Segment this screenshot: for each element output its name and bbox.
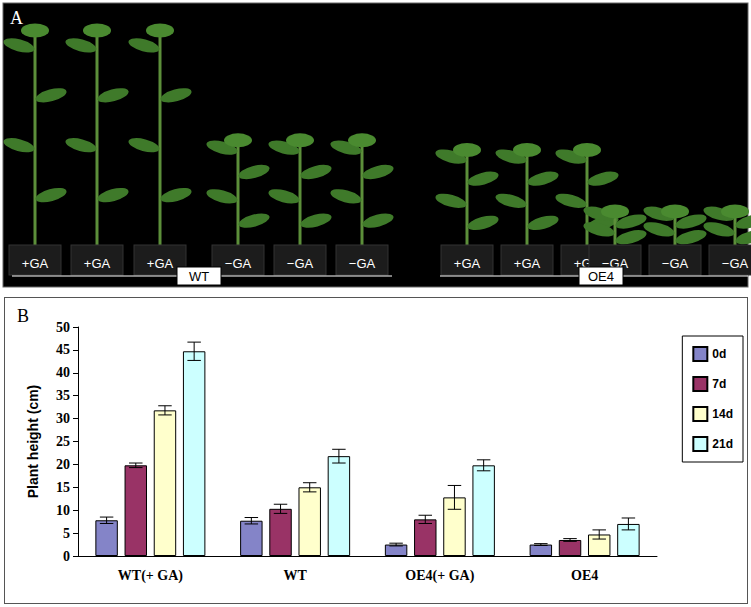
svg-text:35: 35 xyxy=(56,388,70,403)
svg-text:OE4: OE4 xyxy=(571,568,598,583)
svg-text:+GA: +GA xyxy=(84,256,111,271)
svg-text:WT(+ GA): WT(+ GA) xyxy=(118,568,183,584)
svg-text:25: 25 xyxy=(56,434,70,449)
svg-text:B: B xyxy=(17,306,29,326)
svg-text:20: 20 xyxy=(56,457,70,472)
svg-text:A: A xyxy=(10,8,23,28)
svg-text:OE4: OE4 xyxy=(588,269,614,284)
svg-text:45: 45 xyxy=(56,342,70,357)
svg-text:WT: WT xyxy=(189,269,209,284)
svg-text:−GA: −GA xyxy=(349,256,376,271)
svg-text:5: 5 xyxy=(63,526,70,541)
svg-text:10: 10 xyxy=(56,503,70,518)
svg-text:+GA: +GA xyxy=(454,256,481,271)
svg-text:14d: 14d xyxy=(712,407,733,421)
svg-text:+GA: +GA xyxy=(22,256,49,271)
svg-text:15: 15 xyxy=(56,480,70,495)
svg-text:21d: 21d xyxy=(712,437,733,451)
svg-text:0: 0 xyxy=(63,549,70,564)
svg-text:50: 50 xyxy=(56,320,70,335)
svg-text:40: 40 xyxy=(56,365,70,380)
svg-text:−GA: −GA xyxy=(287,256,314,271)
svg-text:Plant height (cm): Plant height (cm) xyxy=(25,385,41,499)
svg-text:OE4(+ GA): OE4(+ GA) xyxy=(405,568,474,584)
svg-text:WT: WT xyxy=(283,568,307,583)
svg-text:−GA: −GA xyxy=(662,256,689,271)
svg-text:−GA: −GA xyxy=(225,256,252,271)
html-text:+GA −GA: +GA −GA xyxy=(573,256,629,271)
svg-text:30: 30 xyxy=(56,411,70,426)
svg-text:0d: 0d xyxy=(712,347,726,361)
svg-text:7d: 7d xyxy=(712,377,726,391)
svg-text:−GA: −GA xyxy=(722,256,749,271)
svg-text:+GA: +GA xyxy=(514,256,541,271)
svg-text:+GA: +GA xyxy=(147,256,174,271)
